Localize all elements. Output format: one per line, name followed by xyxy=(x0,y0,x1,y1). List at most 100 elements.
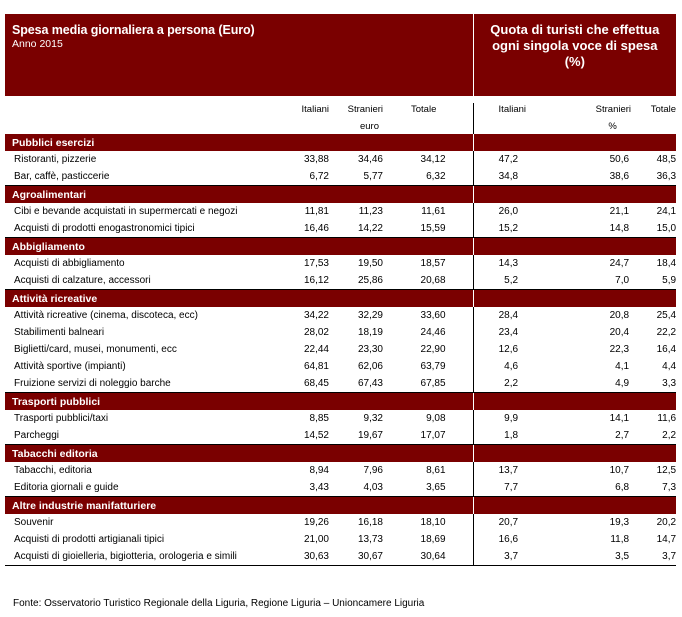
pct-italiani: 20,7 xyxy=(472,514,555,531)
row-label: Souvenir xyxy=(14,517,54,528)
pct-stranieri: 22,3 xyxy=(609,344,630,355)
value-italiani: 19,26 xyxy=(303,517,329,528)
pct-totale: 24,1 xyxy=(656,206,677,217)
column-headers: Italiani Stranieri Totale Italiani Stran… xyxy=(5,103,676,121)
table-row: Bar, caffè, pasticcerie 6,72 5,77 6,32 34,8 3… xyxy=(5,168,677,186)
section-header: Tabacchi editoria xyxy=(5,444,677,462)
pct-totale: 20,2 xyxy=(656,517,677,528)
pct-italiani: 26,0 xyxy=(472,203,555,220)
value-italiani: 68,45 xyxy=(272,375,335,393)
value-totale: 8,61 xyxy=(426,465,446,476)
section-title: Pubblici esercizi xyxy=(5,134,474,151)
pct-stranieri: 10,7 xyxy=(609,465,630,476)
pct-stranieri: 21,1 xyxy=(609,206,630,217)
value-totale: 34,12 xyxy=(420,154,446,165)
value-stranieri: 32,29 xyxy=(357,310,383,321)
row-label: Acquisti di prodotti enogastronomici tip… xyxy=(5,220,272,238)
col-italiani-pct: Italiani xyxy=(472,103,555,121)
pct-totale: 3,7 xyxy=(641,548,677,566)
col-totale: Totale xyxy=(411,104,437,115)
table-title: Spesa media giornaliera a persona (Euro) xyxy=(12,23,255,37)
value-italiani: 14,52 xyxy=(272,427,335,445)
value-italiani: 8,94 xyxy=(309,465,329,476)
row-label: Attività sportive (impianti) xyxy=(14,361,126,372)
spending-table: Spesa media giornaliera a persona (Euro)… xyxy=(5,14,677,566)
table-row: Acquisti di abbigliamento 17,53 19,50 18,57… xyxy=(5,255,676,272)
value-stranieri: 67,43 xyxy=(335,375,383,393)
value-stranieri: 11,23 xyxy=(358,206,383,217)
value-italiani: 8,85 xyxy=(309,413,329,424)
section-title: Altre industrie manifatturiere xyxy=(5,496,474,514)
row-label: Trasporti pubblici/taxi xyxy=(14,413,109,424)
pct-totale: 7,3 xyxy=(641,479,677,497)
value-stranieri: 4,03 xyxy=(335,479,383,497)
value-stranieri: 18,19 xyxy=(357,327,383,338)
pct-italiani: 2,2 xyxy=(472,375,555,393)
pct-italiani: 5,2 xyxy=(472,272,555,290)
row-label: Ristoranti, pizzerie xyxy=(14,154,97,165)
pct-italiani: 7,7 xyxy=(472,479,555,497)
value-totale: 33,60 xyxy=(420,310,446,321)
pct-stranieri: 3,5 xyxy=(554,548,642,566)
table-row: Biglietti/card, musei, monumenti, ecc 22,… xyxy=(5,341,676,358)
pct-italiani: 16,6 xyxy=(472,531,555,548)
table-row: Cibi e bevande acquistati in supermercat… xyxy=(5,203,676,220)
header-right-line1: Quota di turisti che effettua xyxy=(490,22,660,37)
pct-italiani: 1,8 xyxy=(472,427,555,445)
value-stranieri: 13,73 xyxy=(357,534,383,545)
value-stranieri: 62,06 xyxy=(357,361,383,372)
pct-totale: 15,0 xyxy=(641,220,677,238)
value-totale: 18,57 xyxy=(420,258,446,269)
table-row: Souvenir 19,26 16,18 18,10 20,7 19,3 20,2 xyxy=(5,514,676,531)
value-totale: 11,61 xyxy=(421,206,446,217)
value-totale: 18,69 xyxy=(420,534,446,545)
pct-italiani: 4,6 xyxy=(472,358,555,375)
pct-stranieri: 11,8 xyxy=(610,534,630,545)
row-label: Attività ricreative (cinema, discoteca, … xyxy=(14,310,198,321)
value-italiani: 11,81 xyxy=(304,206,329,217)
header-right-line2: ogni singola voce di spesa xyxy=(492,38,658,53)
pct-totale: 48,5 xyxy=(656,154,677,165)
pct-totale: 36,3 xyxy=(641,168,677,186)
pct-italiani: 9,9 xyxy=(472,410,555,427)
table-row: Fruizione servizi di noleggio barche 68,4… xyxy=(5,375,677,393)
value-totale: 17,07 xyxy=(383,427,474,445)
value-italiani: 16,12 xyxy=(272,272,335,290)
pct-stranieri: 50,6 xyxy=(609,154,630,165)
pct-totale: 22,2 xyxy=(656,327,677,338)
pct-italiani: 3,7 xyxy=(472,548,555,566)
pct-stranieri: 4,1 xyxy=(615,361,630,372)
row-label: Editoria giornali e guide xyxy=(5,479,272,497)
table-row: Stabilimenti balneari 28,02 18,19 24,46 23,4… xyxy=(5,324,676,341)
table-row: Editoria giornali e guide 3,43 4,03 3,65 7,7… xyxy=(5,479,677,497)
pct-stranieri: 2,7 xyxy=(554,427,642,445)
col-stranieri: Stranieri xyxy=(347,104,383,115)
section-header: Pubblici esercizi xyxy=(5,134,677,151)
row-label: Bar, caffè, pasticcerie xyxy=(5,168,272,186)
pct-totale: 16,4 xyxy=(656,344,677,355)
table-row: Attività sportive (impianti) 64,81 62,06 63… xyxy=(5,358,676,375)
pct-totale: 4,4 xyxy=(662,361,677,372)
pct-totale: 3,3 xyxy=(641,375,677,393)
pct-stranieri: 6,8 xyxy=(554,479,642,497)
table-row: Ristoranti, pizzerie 33,88 34,46 34,12 47,2 5… xyxy=(5,151,676,168)
value-italiani: 16,46 xyxy=(272,220,335,238)
section-header: Attività ricreative xyxy=(5,289,677,307)
table-row: Acquisti di gioielleria, bigiotteria, or… xyxy=(5,548,677,566)
pct-stranieri: 20,8 xyxy=(609,310,630,321)
pct-totale: 2,2 xyxy=(641,427,677,445)
section-title: Tabacchi editoria xyxy=(5,444,474,462)
value-stranieri: 30,67 xyxy=(335,548,383,566)
value-totale: 63,79 xyxy=(420,361,446,372)
table-subtitle: Anno 2015 xyxy=(12,38,63,50)
row-label: Stabilimenti balneari xyxy=(14,327,105,338)
section-title: Attività ricreative xyxy=(5,289,474,307)
value-italiani: 28,02 xyxy=(303,327,329,338)
spending-table-container: Spesa media giornaliera a persona (Euro)… xyxy=(5,14,677,566)
pct-totale: 14,7 xyxy=(656,534,677,545)
row-label: Acquisti di gioielleria, bigiotteria, or… xyxy=(5,548,272,566)
value-italiani: 3,43 xyxy=(272,479,335,497)
value-italiani: 21,00 xyxy=(303,534,329,545)
table-row: Trasporti pubblici/taxi 8,85 9,32 9,08 9,9 14… xyxy=(5,410,676,427)
row-label: Biglietti/card, musei, monumenti, ecc xyxy=(14,344,177,355)
